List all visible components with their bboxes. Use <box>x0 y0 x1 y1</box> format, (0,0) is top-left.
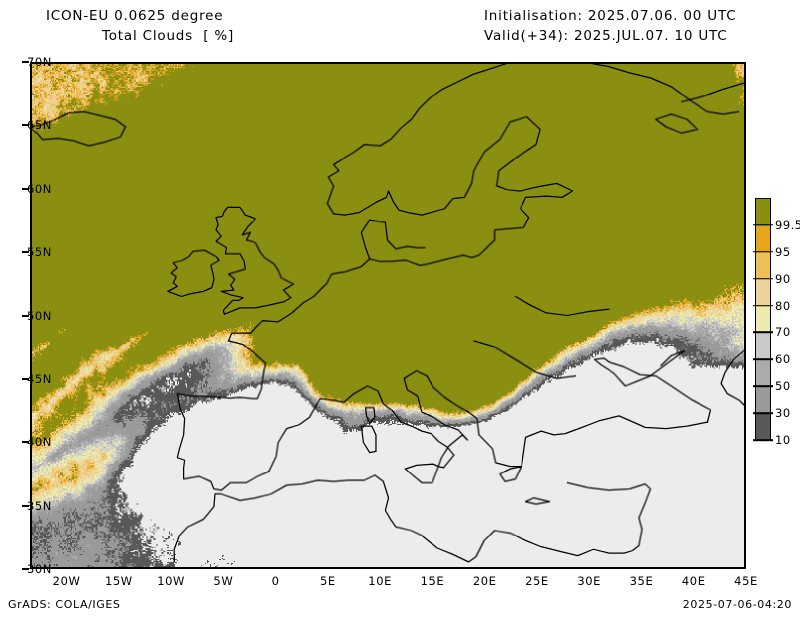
y-axis-tick-label: 60N <box>26 181 52 196</box>
colorbar-tick-mark <box>753 304 773 307</box>
y-axis-tick-mark <box>22 568 29 570</box>
colorbar-segment <box>756 333 770 361</box>
colorbar-tick-mark <box>753 385 773 388</box>
initialisation-text: Initialisation: 2025.07.06. 00 UTC <box>484 8 737 24</box>
colorbar-tick-label: 50 <box>775 379 791 394</box>
colorbar-tick-mark <box>753 277 773 280</box>
x-axis-tick-label: 5W <box>213 574 234 588</box>
y-axis-tick-label: 35N <box>26 498 52 513</box>
colorbar-tick-label: 60 <box>775 352 791 367</box>
x-axis-tick-label: 40E <box>681 574 706 588</box>
y-axis-tick-mark <box>22 314 29 317</box>
y-axis-tick-mark <box>22 441 29 444</box>
colorbar-segment <box>756 225 770 253</box>
colorbar-tick-mark <box>753 412 773 414</box>
colorbar-tick-label: 10 <box>775 433 791 447</box>
y-axis-tick-mark <box>22 61 29 63</box>
colorbar-segment <box>756 199 770 226</box>
colorbar-tick-label: 80 <box>775 298 791 313</box>
map-plot-area <box>30 62 746 569</box>
model-title: ICON-EU 0.0625 degree <box>46 8 224 24</box>
x-axis-tick-label: 20W <box>52 574 81 588</box>
y-axis-tick-label: 30N <box>26 562 52 576</box>
colorbar-segment <box>756 279 770 307</box>
colorbar-tick-mark <box>753 331 773 334</box>
x-axis-tick-label: 0 <box>271 574 280 588</box>
colorbar-tick-label: 95 <box>775 244 791 259</box>
grads-credit: GrADS: COLA/IGES <box>8 598 121 611</box>
colorbar-segment <box>756 306 770 334</box>
header-left-block: ICON-EU 0.0625 degree Total Clouds [ %] <box>46 6 446 46</box>
y-axis-tick-label: 40N <box>26 435 52 450</box>
x-axis-tick-label: 10E <box>368 574 393 588</box>
colorbar-labels: 99.5 95 90 80 70 60 50 30 10 <box>775 198 800 447</box>
colorbar-tick-mark <box>753 439 773 441</box>
colorbar-segment <box>756 387 770 414</box>
x-axis-tick-label: 35E <box>629 574 654 588</box>
colorbar-segment <box>756 414 770 441</box>
colorbar-tick-label: 90 <box>775 271 791 286</box>
y-axis-tick-mark <box>22 187 29 190</box>
header-right-block: Initialisation: 2025.07.06. 00 UTC Valid… <box>484 6 794 46</box>
y-axis-tick-label: 55N <box>26 245 52 260</box>
x-axis-tick-label: 30E <box>577 574 602 588</box>
colorbar-tick-mark <box>753 250 773 253</box>
y-axis-tick-mark <box>22 251 29 254</box>
y-axis-tick-mark <box>22 124 29 127</box>
field-title: Total Clouds [ %] <box>102 28 235 44</box>
y-axis-tick-label: 65N <box>26 118 52 133</box>
x-axis-tick-label: 5E <box>319 574 336 588</box>
cloud-cover-raster <box>32 64 744 567</box>
x-axis-tick-label: 20E <box>472 574 497 588</box>
render-timestamp: 2025-07-06-04:20 <box>682 598 792 611</box>
y-axis-tick-label: 45N <box>26 371 52 386</box>
colorbar-tick-label: 99.5 <box>775 217 800 232</box>
map-header: ICON-EU 0.0625 degree Total Clouds [ %] … <box>0 0 800 56</box>
y-axis-tick-mark <box>22 504 29 507</box>
x-axis-tick-label: 15W <box>104 574 133 588</box>
colorbar-segment <box>756 360 770 388</box>
x-axis-tick-label: 15E <box>420 574 445 588</box>
y-axis-tick-mark <box>22 377 29 380</box>
colorbar-tick-label: 30 <box>775 406 791 421</box>
x-axis-tick-label: 10W <box>157 574 186 588</box>
colorbar-tick-mark <box>753 358 773 361</box>
y-axis-tick-label: 50N <box>26 308 52 323</box>
x-axis-tick-label: 25E <box>525 574 549 588</box>
colorbar-segment <box>756 252 770 280</box>
valid-time-text: Valid(+34): 2025.JUL.07. 10 UTC <box>484 28 728 44</box>
colorbar <box>755 198 771 441</box>
y-axis-tick-label: 70N <box>26 55 52 69</box>
x-axis-tick-label: 45E <box>734 574 758 588</box>
colorbar-tick-label: 70 <box>775 325 791 340</box>
colorbar-tick-mark <box>753 224 773 226</box>
